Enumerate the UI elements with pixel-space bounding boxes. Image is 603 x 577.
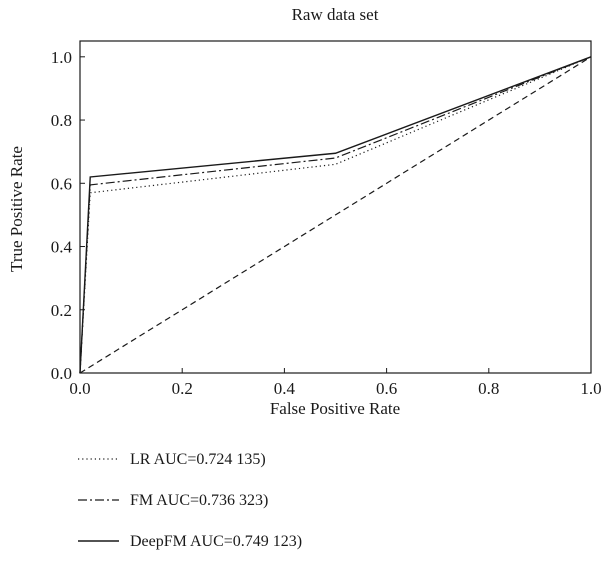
plot-frame bbox=[79, 40, 592, 374]
legend-label: LR AUC=0.724 135) bbox=[130, 451, 266, 468]
x-axis-label: False Positive Rate bbox=[270, 399, 400, 418]
y-tick-label: 0.0 bbox=[51, 364, 72, 383]
x-tick-label: 0.4 bbox=[274, 379, 296, 398]
series-layer bbox=[79, 56, 592, 374]
y-tick-label: 0.8 bbox=[51, 111, 72, 130]
y-axis-ticks: 0.0 0.2 0.4 0.6 0.8 1.0 bbox=[51, 48, 85, 383]
chart-title: Raw data set bbox=[292, 5, 379, 24]
x-tick-label: 0.2 bbox=[172, 379, 193, 398]
series-line-deepfm bbox=[79, 56, 592, 374]
legend: LR AUC=0.724 135) FM AUC=0.736 323) DeepFM… bbox=[78, 451, 302, 550]
y-axis-label: True Positive Rate bbox=[7, 146, 26, 272]
series-line-fm bbox=[79, 56, 592, 374]
y-tick-label: 0.2 bbox=[51, 301, 72, 320]
x-axis-ticks: 0.0 0.2 0.4 0.6 0.8 1.0 bbox=[69, 368, 602, 398]
legend-label: FM AUC=0.736 323) bbox=[130, 492, 268, 509]
x-tick-label: 1.0 bbox=[580, 379, 601, 398]
x-tick-label: 0.0 bbox=[69, 379, 90, 398]
x-tick-label: 0.6 bbox=[376, 379, 397, 398]
y-tick-label: 1.0 bbox=[51, 48, 72, 67]
y-tick-label: 0.4 bbox=[51, 238, 73, 257]
y-tick-label: 0.6 bbox=[51, 174, 72, 193]
series-line-diagonal-reference bbox=[79, 56, 592, 374]
legend-label: DeepFM AUC=0.749 123) bbox=[130, 533, 302, 550]
x-tick-label: 0.8 bbox=[478, 379, 499, 398]
